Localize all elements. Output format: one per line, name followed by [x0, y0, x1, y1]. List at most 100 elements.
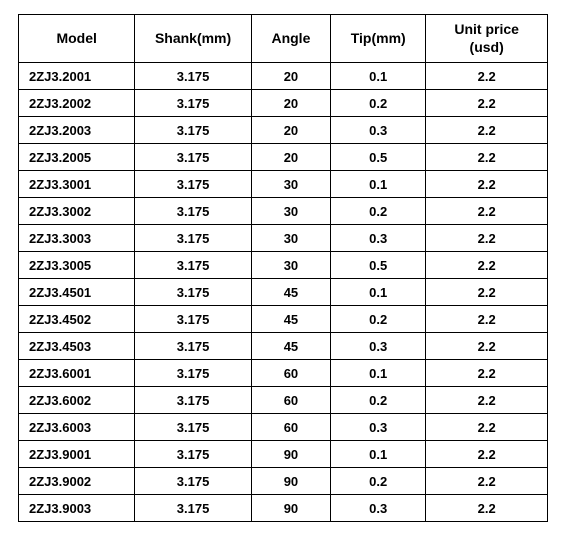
cell-price: 2.2 [426, 279, 548, 306]
cell-shank: 3.175 [135, 495, 251, 522]
cell-shank: 3.175 [135, 225, 251, 252]
cell-shank: 3.175 [135, 387, 251, 414]
cell-tip: 0.3 [331, 495, 426, 522]
cell-shank: 3.175 [135, 252, 251, 279]
table-row: 2ZJ3.90033.175900.32.2 [19, 495, 548, 522]
cell-angle: 60 [251, 360, 330, 387]
table-row: 2ZJ3.60013.175600.12.2 [19, 360, 548, 387]
cell-shank: 3.175 [135, 414, 251, 441]
cell-model: 2ZJ3.2003 [19, 117, 135, 144]
cell-model: 2ZJ3.3003 [19, 225, 135, 252]
cell-price: 2.2 [426, 144, 548, 171]
cell-model: 2ZJ3.4503 [19, 333, 135, 360]
table-row: 2ZJ3.30013.175300.12.2 [19, 171, 548, 198]
product-spec-table: Model Shank(mm) Angle Tip(mm) Unit price… [18, 14, 548, 522]
cell-model: 2ZJ3.6001 [19, 360, 135, 387]
cell-price: 2.2 [426, 171, 548, 198]
cell-shank: 3.175 [135, 279, 251, 306]
cell-price: 2.2 [426, 495, 548, 522]
cell-angle: 20 [251, 117, 330, 144]
col-header-shank: Shank(mm) [135, 15, 251, 63]
cell-price: 2.2 [426, 360, 548, 387]
cell-tip: 0.2 [331, 90, 426, 117]
cell-model: 2ZJ3.9001 [19, 441, 135, 468]
cell-price: 2.2 [426, 90, 548, 117]
cell-shank: 3.175 [135, 360, 251, 387]
cell-tip: 0.5 [331, 252, 426, 279]
cell-angle: 20 [251, 63, 330, 90]
cell-price: 2.2 [426, 468, 548, 495]
table-row: 2ZJ3.45023.175450.22.2 [19, 306, 548, 333]
cell-angle: 45 [251, 333, 330, 360]
cell-angle: 30 [251, 198, 330, 225]
cell-tip: 0.5 [331, 144, 426, 171]
cell-shank: 3.175 [135, 441, 251, 468]
cell-angle: 20 [251, 90, 330, 117]
cell-price: 2.2 [426, 63, 548, 90]
cell-angle: 30 [251, 171, 330, 198]
cell-tip: 0.1 [331, 441, 426, 468]
cell-price: 2.2 [426, 117, 548, 144]
table-row: 2ZJ3.30053.175300.52.2 [19, 252, 548, 279]
table-row: 2ZJ3.30023.175300.22.2 [19, 198, 548, 225]
cell-shank: 3.175 [135, 333, 251, 360]
cell-model: 2ZJ3.9003 [19, 495, 135, 522]
table-row: 2ZJ3.30033.175300.32.2 [19, 225, 548, 252]
cell-model: 2ZJ3.4501 [19, 279, 135, 306]
cell-model: 2ZJ3.2002 [19, 90, 135, 117]
table-row: 2ZJ3.90013.175900.12.2 [19, 441, 548, 468]
cell-tip: 0.1 [331, 63, 426, 90]
cell-model: 2ZJ3.3002 [19, 198, 135, 225]
cell-shank: 3.175 [135, 171, 251, 198]
table-row: 2ZJ3.20033.175200.32.2 [19, 117, 548, 144]
table-row: 2ZJ3.60023.175600.22.2 [19, 387, 548, 414]
table-header: Model Shank(mm) Angle Tip(mm) Unit price… [19, 15, 548, 63]
cell-angle: 20 [251, 144, 330, 171]
cell-price: 2.2 [426, 306, 548, 333]
table-row: 2ZJ3.45033.175450.32.2 [19, 333, 548, 360]
cell-tip: 0.1 [331, 171, 426, 198]
cell-model: 2ZJ3.3001 [19, 171, 135, 198]
col-header-tip: Tip(mm) [331, 15, 426, 63]
cell-angle: 30 [251, 252, 330, 279]
cell-tip: 0.2 [331, 198, 426, 225]
cell-model: 2ZJ3.9002 [19, 468, 135, 495]
cell-shank: 3.175 [135, 63, 251, 90]
cell-tip: 0.1 [331, 279, 426, 306]
cell-angle: 45 [251, 306, 330, 333]
cell-angle: 60 [251, 414, 330, 441]
cell-shank: 3.175 [135, 468, 251, 495]
cell-shank: 3.175 [135, 117, 251, 144]
table-row: 2ZJ3.20023.175200.22.2 [19, 90, 548, 117]
cell-angle: 90 [251, 495, 330, 522]
table-body: 2ZJ3.20013.175200.12.22ZJ3.20023.175200.… [19, 63, 548, 522]
cell-price: 2.2 [426, 414, 548, 441]
table-row: 2ZJ3.45013.175450.12.2 [19, 279, 548, 306]
cell-angle: 90 [251, 468, 330, 495]
table-row: 2ZJ3.20013.175200.12.2 [19, 63, 548, 90]
cell-angle: 30 [251, 225, 330, 252]
cell-price: 2.2 [426, 252, 548, 279]
table-row: 2ZJ3.20053.175200.52.2 [19, 144, 548, 171]
cell-price: 2.2 [426, 387, 548, 414]
cell-tip: 0.3 [331, 225, 426, 252]
cell-model: 2ZJ3.4502 [19, 306, 135, 333]
cell-price: 2.2 [426, 225, 548, 252]
cell-model: 2ZJ3.3005 [19, 252, 135, 279]
table-row: 2ZJ3.90023.175900.22.2 [19, 468, 548, 495]
cell-model: 2ZJ3.6002 [19, 387, 135, 414]
cell-angle: 45 [251, 279, 330, 306]
cell-model: 2ZJ3.6003 [19, 414, 135, 441]
cell-tip: 0.3 [331, 414, 426, 441]
cell-shank: 3.175 [135, 198, 251, 225]
cell-tip: 0.2 [331, 387, 426, 414]
cell-price: 2.2 [426, 333, 548, 360]
cell-tip: 0.2 [331, 306, 426, 333]
cell-model: 2ZJ3.2005 [19, 144, 135, 171]
cell-angle: 60 [251, 387, 330, 414]
table-row: 2ZJ3.60033.175600.32.2 [19, 414, 548, 441]
cell-price: 2.2 [426, 198, 548, 225]
cell-model: 2ZJ3.2001 [19, 63, 135, 90]
cell-price: 2.2 [426, 441, 548, 468]
cell-shank: 3.175 [135, 306, 251, 333]
